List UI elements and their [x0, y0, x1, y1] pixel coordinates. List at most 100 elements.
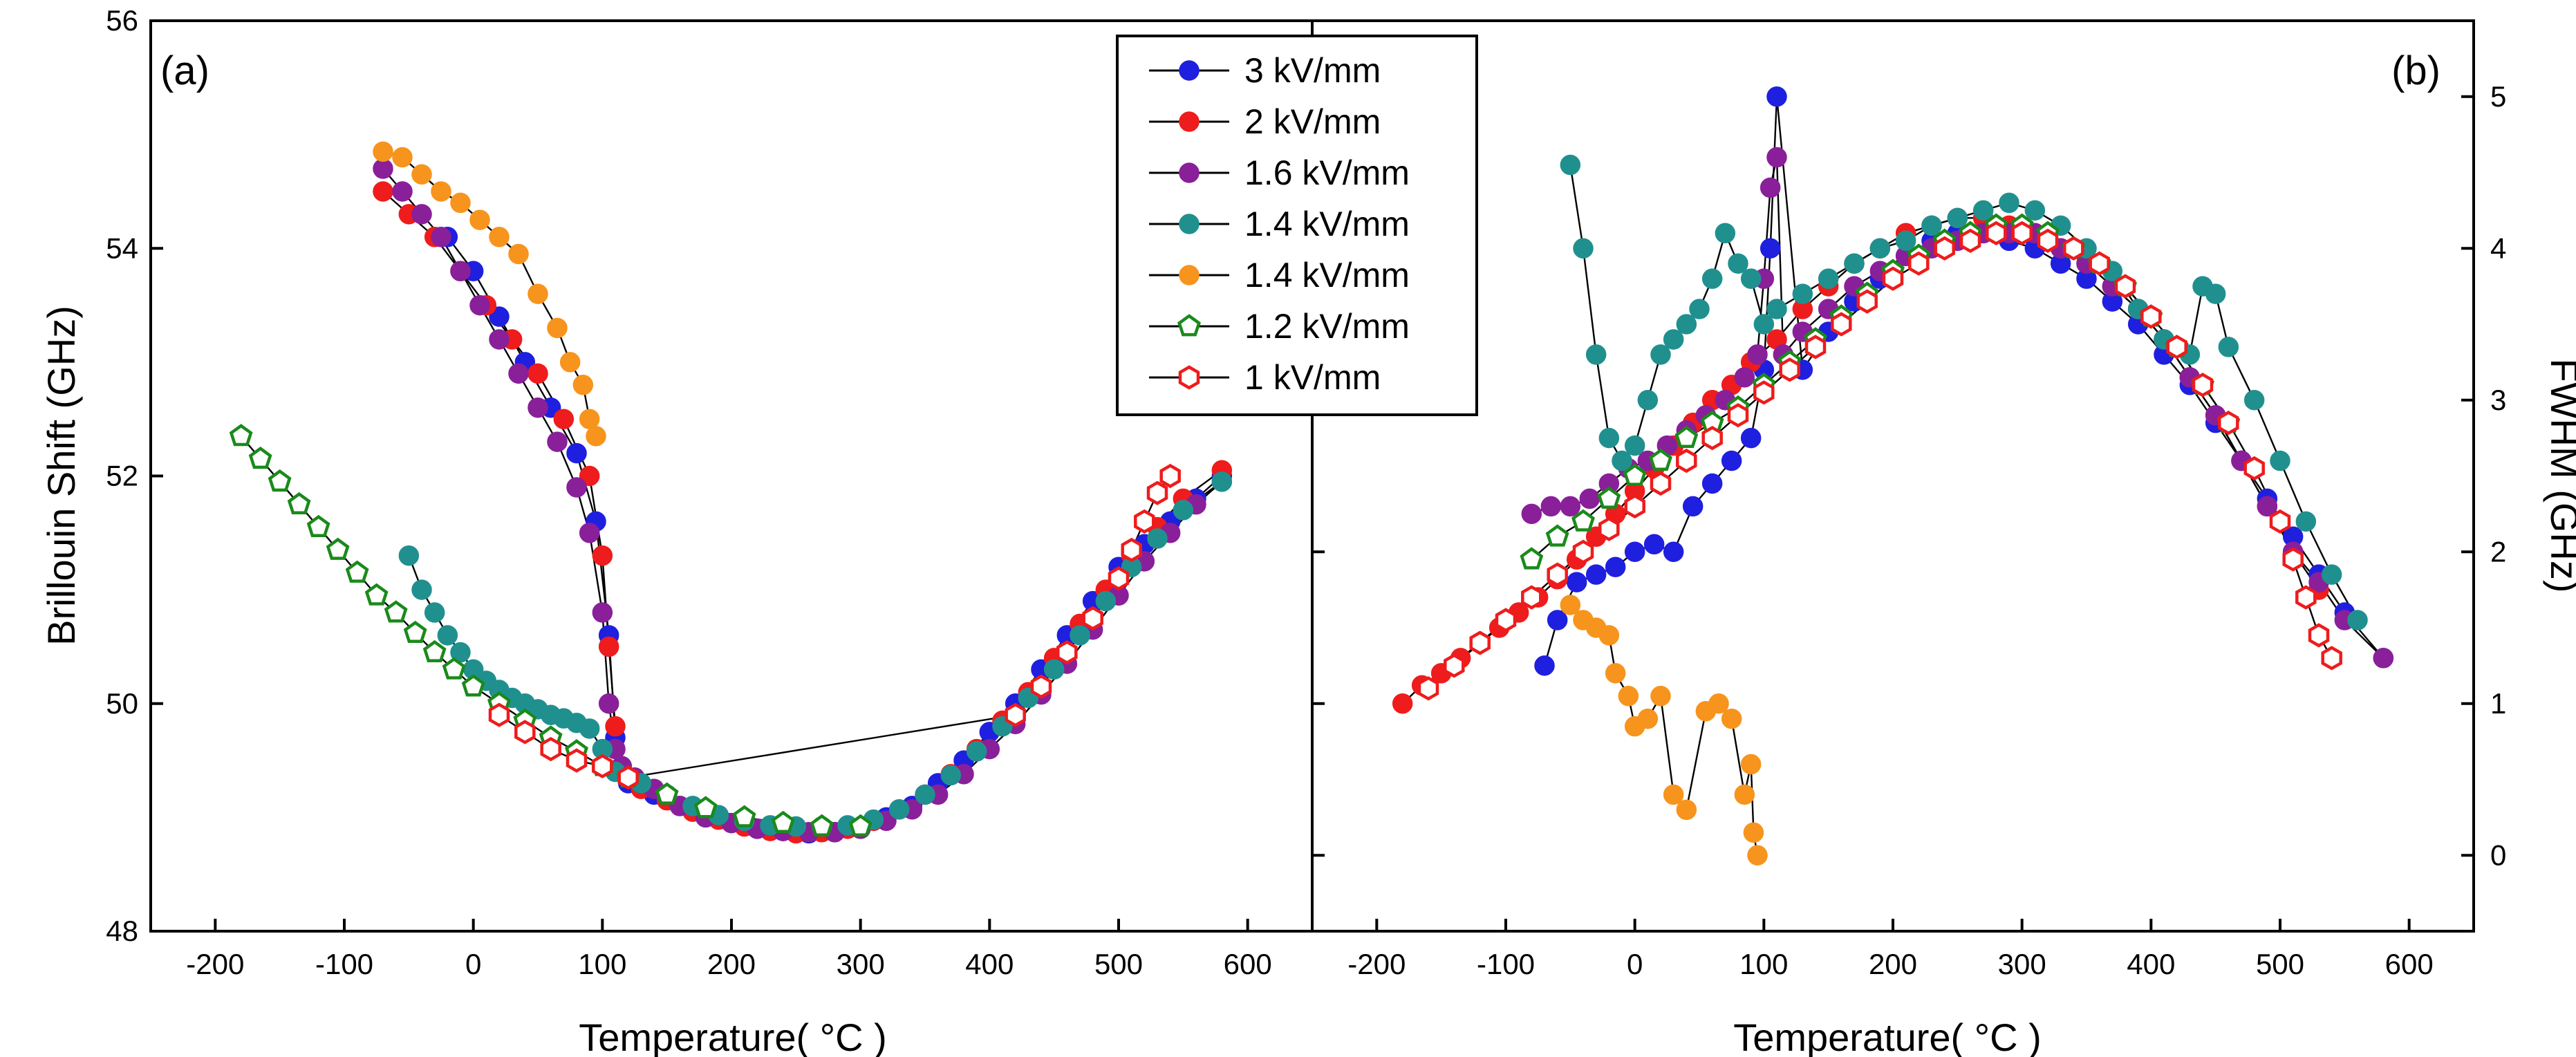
panel-a-series-4-point	[392, 147, 413, 168]
panel-b-series-5-point	[1545, 524, 1569, 547]
panel-b-x-tick-label: 200	[1869, 948, 1917, 980]
panel-b-series-2-point	[1579, 488, 1600, 509]
panel-a-data-points	[229, 141, 1233, 844]
panel-b-series-4-point	[1747, 845, 1768, 866]
panel-a-y-tick-label: 56	[106, 4, 138, 37]
panel-b-series-2-point	[1521, 503, 1542, 525]
panel-a-series-6-point	[1146, 480, 1168, 505]
panel-b-series-3-point	[1921, 215, 1942, 236]
panel-a-series-5-line	[240, 436, 861, 827]
panel-b-series-3-point	[1792, 283, 1813, 304]
panel-a-series-2-point	[489, 329, 510, 350]
panel-b-series-6-point	[1444, 653, 1465, 678]
panel-b-series-3-point	[1676, 314, 1697, 335]
panel-b-series-3-point	[1612, 450, 1632, 471]
panel-b-series-6-point	[1804, 335, 1827, 359]
panel-b-series-6-point	[1417, 676, 1439, 701]
panel-b-y-tick-label: 0	[2490, 839, 2506, 871]
legend-marker	[1179, 162, 1200, 183]
panel-a-series-5-point	[442, 657, 466, 680]
panel-b-series-2-point	[1760, 177, 1781, 198]
panel-a-series-6-point	[566, 748, 588, 773]
panel-b-y-tick-label: 3	[2490, 384, 2506, 416]
panel-b-y-tick-label: 5	[2490, 80, 2506, 113]
legend-label: 1.4 kV/mm	[1244, 256, 1410, 294]
panel-b-series-0-point	[1624, 541, 1645, 562]
panel-b-series-1-point	[1392, 693, 1413, 714]
panel-b-series-5-point	[1649, 448, 1672, 471]
panel-a-series-2-point	[392, 181, 413, 202]
panel-a-series-6-point	[1005, 702, 1026, 727]
panel-b-series-6-point	[1572, 539, 1594, 564]
panel-a-series-5-point	[810, 814, 834, 836]
panel-b-series-2-point	[2373, 648, 2394, 668]
panel-a-series-1-point	[579, 465, 600, 487]
panel-a-series-5-point	[848, 814, 872, 836]
legend-label: 3 kV/mm	[1244, 51, 1381, 90]
panel-a-series-4-line	[382, 151, 597, 437]
legend-label: 1.4 kV/mm	[1244, 205, 1410, 243]
panel-a-series-3-point	[398, 545, 420, 566]
panel-a-series-2-line	[382, 168, 1223, 834]
legend-marker	[1179, 111, 1200, 132]
panel-a: (a) Temperature( °C ) Brillouin Shift (G…	[39, 4, 1314, 1057]
panel-b-series-6-point	[2321, 646, 2342, 671]
panel-b-x-tick-label: 100	[1739, 948, 1788, 980]
panel-a-series-4-point	[547, 317, 568, 339]
panel-a-series-3-point	[915, 784, 935, 805]
legend: 3 kV/mm 2 kV/mm 1.6 kV/mm 1.4 kV/mm 1.4 kV/m…	[1116, 35, 1478, 416]
panel-b-series-0-point	[1566, 572, 1587, 592]
panel-a-y-tick-label: 50	[106, 687, 138, 720]
panel-a-y-tick-label: 52	[106, 460, 138, 492]
panel-b-series-3-point	[1895, 230, 1916, 252]
panel-b-ticks: -200 -100 0 100 200 300 400 500 600 0 1 2 3 4 5	[1312, 80, 2506, 980]
panel-b-series-3-point	[2218, 337, 2239, 357]
panel-b-y-tick-label: 1	[2490, 687, 2506, 720]
legend-label: 1 kV/mm	[1244, 358, 1381, 397]
panel-b-series-3-point	[1869, 238, 1891, 259]
panel-a-series-2-point	[598, 693, 619, 714]
panel-b-series-2-point	[1766, 147, 1787, 168]
panel-b-series-0-point	[1740, 427, 1762, 449]
panel-a-series-1-point	[605, 715, 626, 737]
panel-a-x-tick-label: -100	[315, 948, 373, 980]
panel-a-series-3-point	[1173, 500, 1194, 521]
panel-a-series-1-point	[553, 409, 575, 429]
panel-a-y-tick-label: 54	[106, 232, 138, 264]
panel-a-series-4-point	[579, 409, 600, 429]
panel-b-series-lines	[1401, 96, 2384, 856]
panel-b-frame	[1311, 19, 2475, 933]
legend-marker	[1179, 265, 1200, 286]
panel-a-series-6-point	[1159, 463, 1181, 489]
panel-b-series-6-point	[2063, 236, 2084, 261]
panel-b-x-tick-label: 500	[2256, 948, 2304, 980]
panel-a-series-2-point	[450, 261, 471, 281]
panel-a-x-tick-label: 200	[707, 948, 756, 980]
panel-a-series-4-point	[411, 164, 432, 185]
panel-b-series-3-point	[1844, 253, 1865, 274]
panel-a-series-1-line	[382, 191, 1223, 834]
panel-b-series-4-point	[1676, 799, 1697, 821]
panel-a-series-4-point	[528, 283, 548, 304]
panel-b-series-6-point	[1908, 251, 1930, 276]
panel-b-series-3-point	[2205, 283, 2226, 304]
panel-b-series-3-point	[1753, 314, 1775, 335]
panel-a-series-2-point	[411, 204, 432, 225]
panel-b-series-6-point	[2295, 585, 2317, 610]
panel-b-series-6-point	[2282, 547, 2304, 572]
panel-a-x-tick-label: 100	[578, 948, 626, 980]
panel-b-series-2-point	[1540, 496, 1562, 517]
panel-b-series-6-point	[1495, 608, 1517, 633]
panel-a-series-2-point	[431, 227, 451, 247]
panel-a-series-5-point	[306, 514, 330, 537]
panel-a-series-5-point	[422, 639, 447, 663]
panel-b-series-3-point	[2347, 610, 2368, 630]
panel-a-series-1-point	[528, 363, 548, 384]
panel-a-series-6-point	[540, 737, 561, 762]
panel-b-series-5-point	[1597, 486, 1621, 509]
legend-marker	[1178, 365, 1200, 390]
panel-a-series-6-point	[514, 720, 536, 745]
panel-b-series-3-point	[1766, 299, 1787, 319]
panel-b-series-3-point	[1701, 268, 1723, 289]
